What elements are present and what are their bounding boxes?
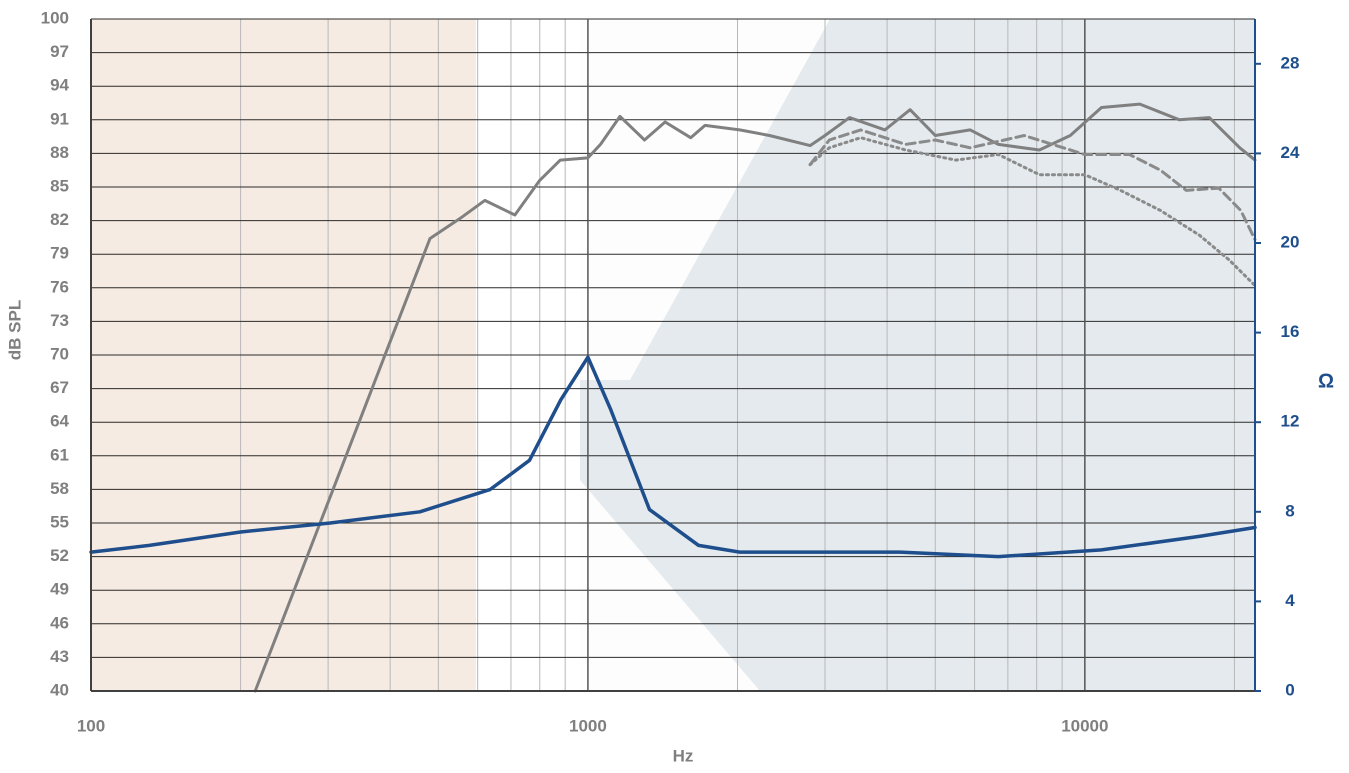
y-tick-label: 43 [50,647,69,666]
y-tick-label: 97 [50,42,69,61]
y-tick-label: 46 [50,613,69,632]
y-tick-label: 61 [50,445,69,464]
y-tick-label: 58 [50,479,69,498]
y2-tick-label: 20 [1281,232,1300,251]
y-tick-label: 100 [41,8,69,27]
series-line [253,102,1257,693]
y-tick-label: 94 [50,76,69,95]
y2-tick-label: 4 [1285,591,1295,610]
y-tick-label: 64 [50,412,69,431]
series-line [89,355,1257,559]
background-shape [580,480,760,691]
y-tick-label: 76 [50,277,69,296]
y-tick-label: 67 [50,378,69,397]
series-line [808,136,1257,288]
y2-tick-label: 0 [1285,680,1294,699]
y-tick-label: 70 [50,344,69,363]
y-tick-label: 49 [50,580,69,599]
y-axis-label: dB SPL [5,300,24,360]
y-tick-label: 40 [50,680,69,699]
y2-tick-label: 8 [1285,501,1294,520]
y-tick-label: 55 [50,512,69,531]
y2-tick-label: 16 [1281,322,1300,341]
y-tick-label: 88 [50,143,69,162]
y2-tick-label: 28 [1281,53,1300,72]
y-tick-label: 79 [50,244,69,263]
background-shape [580,19,830,380]
y2-tick-label: 24 [1281,143,1300,162]
x-tick-label: 100 [77,716,105,735]
y-tick-label: 85 [50,176,69,195]
x-tick-label: 10000 [1061,716,1108,735]
y-tick-label: 52 [50,546,69,565]
axes: 4043464952555861646770737679828588919497… [41,8,1300,735]
y-tick-label: 91 [50,109,69,128]
grid [90,18,1255,692]
y2-tick-label: 12 [1281,412,1300,431]
x-tick-label: 1000 [569,716,607,735]
y-tick-label: 82 [50,210,69,229]
series-line [808,128,1257,242]
lines [89,102,1257,693]
y-tick-label: 73 [50,311,69,330]
x-axis-label: Hz [673,746,694,765]
y2-axis-label: Ω [1318,370,1334,392]
